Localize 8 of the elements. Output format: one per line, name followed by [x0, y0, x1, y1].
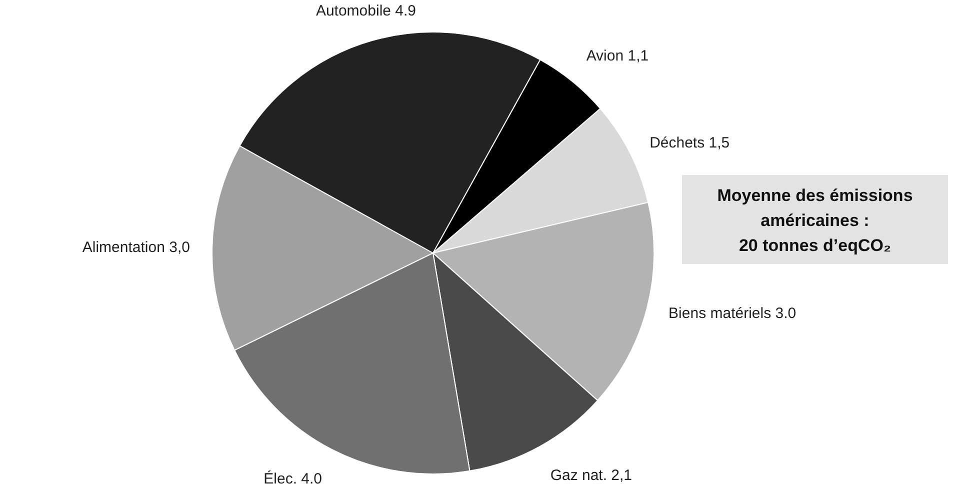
slice-label: Biens matériels 3.0 [668, 305, 796, 322]
slice-label: Automobile 4.9 [316, 2, 416, 20]
slice-label: Alimentation 3,0 [82, 238, 190, 256]
slice-label: Gaz nat. 2,1 [550, 466, 632, 484]
slice-label: Déchets 1,5 [650, 134, 730, 152]
slice-label: Élec. 4.0 [264, 469, 322, 488]
slice-label: Avion 1,1 [586, 47, 649, 64]
text: Moyenne des émissions américaines : 20 tonnes d’eqCO₂ [717, 186, 913, 255]
